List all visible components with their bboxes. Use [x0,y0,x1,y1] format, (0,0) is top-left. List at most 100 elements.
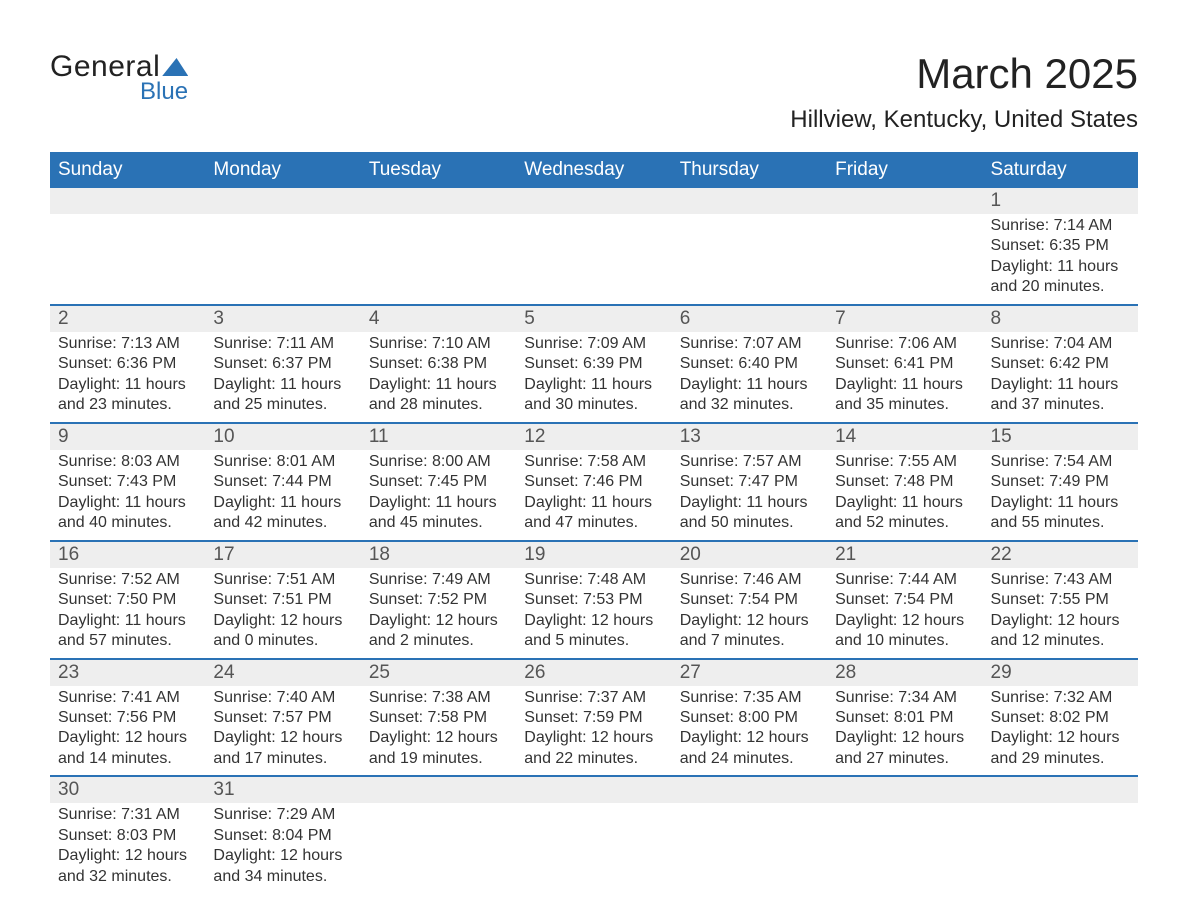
sunset-text: Sunset: 7:46 PM [524,472,663,492]
sunrise-text: Sunrise: 7:55 AM [835,452,974,472]
daynum-row: 2345678 [50,305,1138,332]
daylight-text: Daylight: 12 hours [680,728,819,748]
day-cell: Sunrise: 7:51 AMSunset: 7:51 PMDaylight:… [205,568,360,659]
day-number: 27 [672,659,827,686]
daylight-text: and 35 minutes. [835,395,974,415]
daylight-text: Daylight: 11 hours [680,493,819,513]
day-number: 20 [672,541,827,568]
day-cell: Sunrise: 7:32 AMSunset: 8:02 PMDaylight:… [983,686,1138,777]
sunrise-text: Sunrise: 7:41 AM [58,688,197,708]
day-cell [672,803,827,893]
day-number: 23 [50,659,205,686]
sunrise-text: Sunrise: 7:58 AM [524,452,663,472]
day-number: 4 [361,305,516,332]
daylight-text: and 12 minutes. [991,631,1130,651]
daylight-text: and 55 minutes. [991,513,1130,533]
day-number: 19 [516,541,671,568]
day-number: 21 [827,541,982,568]
daylight-text: Daylight: 12 hours [369,728,508,748]
sunset-text: Sunset: 7:44 PM [213,472,352,492]
day-cell: Sunrise: 7:13 AMSunset: 6:36 PMDaylight:… [50,332,205,423]
month-title: March 2025 [790,50,1138,98]
daylight-text: and 47 minutes. [524,513,663,533]
sunrise-text: Sunrise: 8:03 AM [58,452,197,472]
daylight-text: Daylight: 11 hours [58,611,197,631]
logo-triangle-icon [162,58,188,76]
day-cell: Sunrise: 7:04 AMSunset: 6:42 PMDaylight:… [983,332,1138,423]
daylight-text: and 25 minutes. [213,395,352,415]
daylight-text: Daylight: 12 hours [524,728,663,748]
day-number [983,776,1138,803]
sunrise-text: Sunrise: 7:44 AM [835,570,974,590]
daylight-text: Daylight: 11 hours [369,493,508,513]
daylight-text: and 32 minutes. [58,867,197,887]
daylight-text: and 14 minutes. [58,749,197,769]
daylight-text: Daylight: 12 hours [991,728,1130,748]
day-number: 18 [361,541,516,568]
daylight-text: and 32 minutes. [680,395,819,415]
day-number: 1 [983,188,1138,214]
sunrise-text: Sunrise: 7:29 AM [213,805,352,825]
sunset-text: Sunset: 8:00 PM [680,708,819,728]
day-cell: Sunrise: 7:09 AMSunset: 6:39 PMDaylight:… [516,332,671,423]
daylight-text: Daylight: 11 hours [213,375,352,395]
day-number: 26 [516,659,671,686]
day-cell: Sunrise: 7:29 AMSunset: 8:04 PMDaylight:… [205,803,360,893]
day-number: 28 [827,659,982,686]
day-number: 7 [827,305,982,332]
sunrise-text: Sunrise: 7:06 AM [835,334,974,354]
day-cell [50,214,205,305]
daylight-text: Daylight: 12 hours [991,611,1130,631]
day-cell: Sunrise: 7:35 AMSunset: 8:00 PMDaylight:… [672,686,827,777]
day-number: 31 [205,776,360,803]
day-cell: Sunrise: 7:38 AMSunset: 7:58 PMDaylight:… [361,686,516,777]
daylight-text: Daylight: 12 hours [680,611,819,631]
daylight-text: and 34 minutes. [213,867,352,887]
sunset-text: Sunset: 7:43 PM [58,472,197,492]
daylight-text: and 17 minutes. [213,749,352,769]
day-header: Wednesday [516,152,671,188]
content-row: Sunrise: 7:14 AMSunset: 6:35 PMDaylight:… [50,214,1138,305]
daylight-text: Daylight: 11 hours [991,375,1130,395]
daynum-row: 23242526272829 [50,659,1138,686]
calendar-page: General Blue March 2025 Hillview, Kentuc… [0,0,1188,893]
day-number: 29 [983,659,1138,686]
day-number: 5 [516,305,671,332]
day-cell: Sunrise: 7:31 AMSunset: 8:03 PMDaylight:… [50,803,205,893]
sunset-text: Sunset: 7:56 PM [58,708,197,728]
day-cell: Sunrise: 7:14 AMSunset: 6:35 PMDaylight:… [983,214,1138,305]
day-number [50,188,205,214]
daylight-text: Daylight: 11 hours [58,493,197,513]
sunrise-text: Sunrise: 7:46 AM [680,570,819,590]
daylight-text: Daylight: 12 hours [58,728,197,748]
sunset-text: Sunset: 7:49 PM [991,472,1130,492]
sunrise-text: Sunrise: 7:14 AM [991,216,1130,236]
sunrise-text: Sunrise: 7:04 AM [991,334,1130,354]
day-number: 30 [50,776,205,803]
daylight-text: Daylight: 12 hours [213,728,352,748]
sunset-text: Sunset: 7:51 PM [213,590,352,610]
sunrise-text: Sunrise: 7:48 AM [524,570,663,590]
sunrise-text: Sunrise: 8:00 AM [369,452,508,472]
content-row: Sunrise: 7:41 AMSunset: 7:56 PMDaylight:… [50,686,1138,777]
daylight-text: Daylight: 11 hours [213,493,352,513]
day-cell: Sunrise: 7:46 AMSunset: 7:54 PMDaylight:… [672,568,827,659]
day-number: 3 [205,305,360,332]
sunset-text: Sunset: 6:42 PM [991,354,1130,374]
sunset-text: Sunset: 7:47 PM [680,472,819,492]
daylight-text: and 29 minutes. [991,749,1130,769]
sunset-text: Sunset: 8:01 PM [835,708,974,728]
day-number: 16 [50,541,205,568]
day-cell [827,214,982,305]
daynum-row: 1 [50,188,1138,214]
daylight-text: Daylight: 11 hours [58,375,197,395]
sunset-text: Sunset: 7:53 PM [524,590,663,610]
day-number: 15 [983,423,1138,450]
day-number: 22 [983,541,1138,568]
daylight-text: Daylight: 12 hours [58,846,197,866]
day-cell [827,803,982,893]
day-number [361,188,516,214]
sunset-text: Sunset: 7:52 PM [369,590,508,610]
day-cell: Sunrise: 7:41 AMSunset: 7:56 PMDaylight:… [50,686,205,777]
daylight-text: and 42 minutes. [213,513,352,533]
